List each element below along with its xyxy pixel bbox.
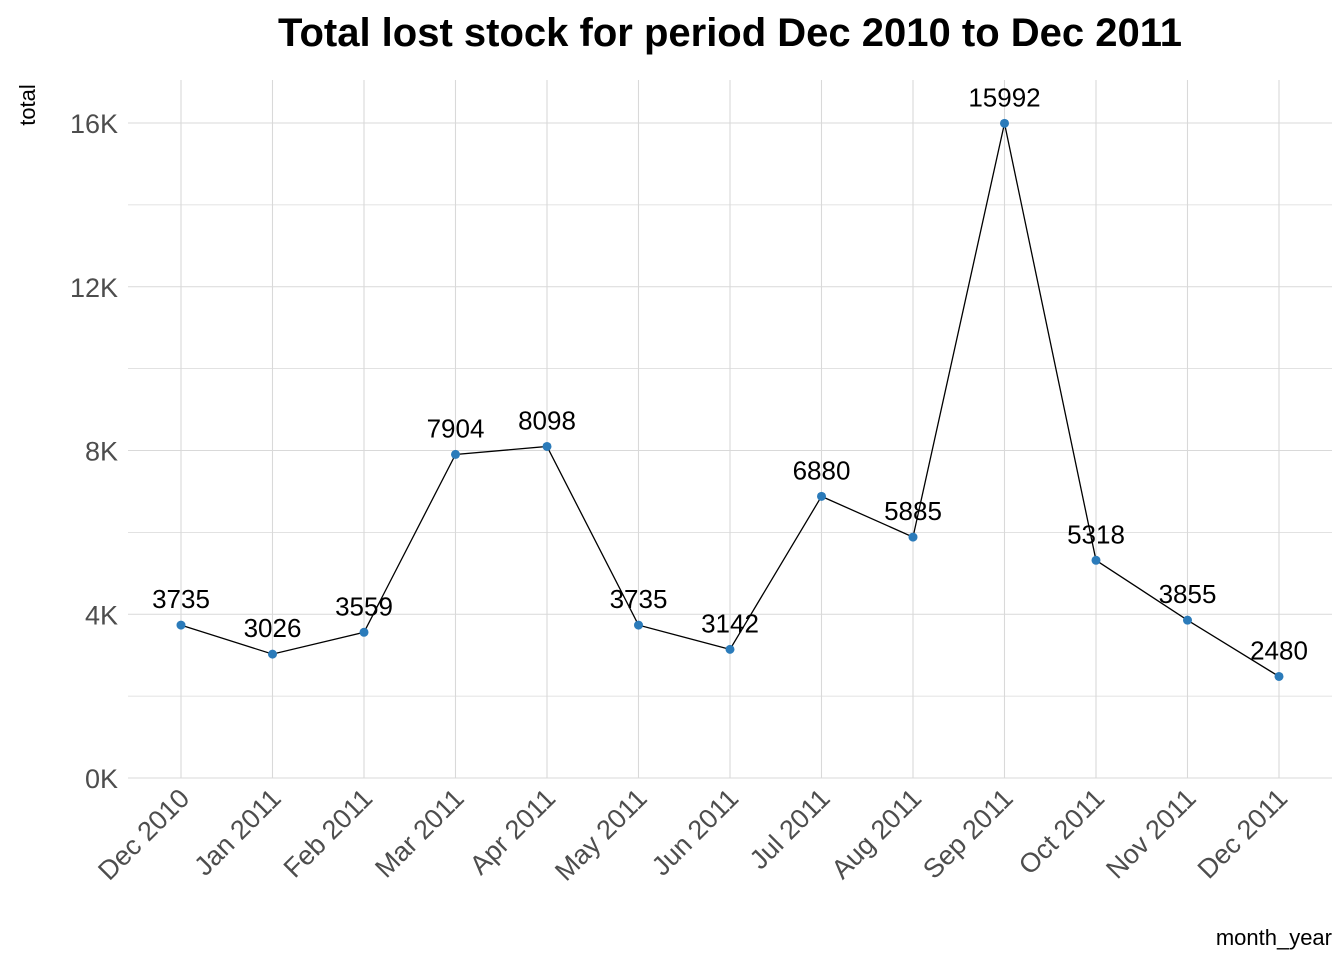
data-point	[268, 649, 277, 659]
y-axis-title: total	[15, 84, 40, 126]
y-axis-ticks: 0K 4K 8K 12K 16K	[70, 109, 118, 794]
x-tick-label: Sep 2011	[917, 783, 1019, 885]
data-label: 7904	[427, 413, 485, 443]
x-tick-label: Mar 2011	[369, 783, 469, 883]
data-point	[1091, 555, 1101, 565]
y-tick-label: 0K	[85, 764, 118, 794]
x-tick-label: Jun 2011	[646, 783, 744, 881]
data-point	[1274, 671, 1284, 681]
data-labels: 3735 3026 3559 7904 8098 3735 3142 6880 5885 1599…	[152, 82, 1308, 665]
data-point	[542, 441, 552, 451]
chart-title: Total lost stock for period Dec 2010 to …	[278, 11, 1182, 55]
x-tick-label: May 2011	[549, 783, 653, 887]
data-label: 3142	[701, 608, 759, 638]
x-tick-label: Jul 2011	[744, 783, 836, 875]
grid	[128, 80, 1332, 779]
x-tick-label: Feb 2011	[278, 783, 378, 883]
data-label: 5885	[884, 496, 942, 526]
y-tick-label: 4K	[85, 600, 118, 630]
x-tick-label: Dec 2010	[92, 783, 195, 886]
data-label: 2480	[1250, 635, 1308, 665]
y-tick-label: 8K	[85, 437, 118, 467]
x-tick-label: Dec 2011	[1192, 783, 1294, 885]
x-tick-label: Jan 2011	[188, 783, 286, 881]
data-point	[1183, 615, 1192, 625]
data-point	[725, 644, 735, 654]
data-point	[817, 491, 826, 501]
data-label: 3735	[152, 584, 210, 614]
data-label: 3855	[1159, 579, 1217, 609]
data-point	[176, 620, 186, 630]
data-label: 15992	[968, 82, 1040, 112]
y-tick-label: 16K	[70, 109, 118, 139]
data-points	[176, 118, 1284, 681]
data-label: 5318	[1067, 519, 1125, 549]
data-label: 3735	[610, 584, 668, 614]
x-tick-label: Nov 2011	[1100, 783, 1202, 885]
data-point	[1000, 118, 1009, 128]
data-point	[451, 449, 460, 459]
x-tick-label: Aug 2011	[826, 783, 928, 885]
y-tick-label: 12K	[70, 273, 118, 303]
data-label: 3026	[244, 613, 302, 643]
x-tick-label: Oct 2011	[1013, 783, 1110, 880]
data-point	[359, 627, 369, 637]
data-label: 3559	[335, 591, 393, 621]
data-point	[908, 532, 918, 542]
x-axis-title: month_year	[1216, 925, 1332, 950]
data-point	[634, 620, 643, 630]
data-label: 6880	[793, 455, 851, 485]
x-tick-label: Apr 2011	[464, 783, 561, 880]
data-label: 8098	[518, 405, 576, 435]
